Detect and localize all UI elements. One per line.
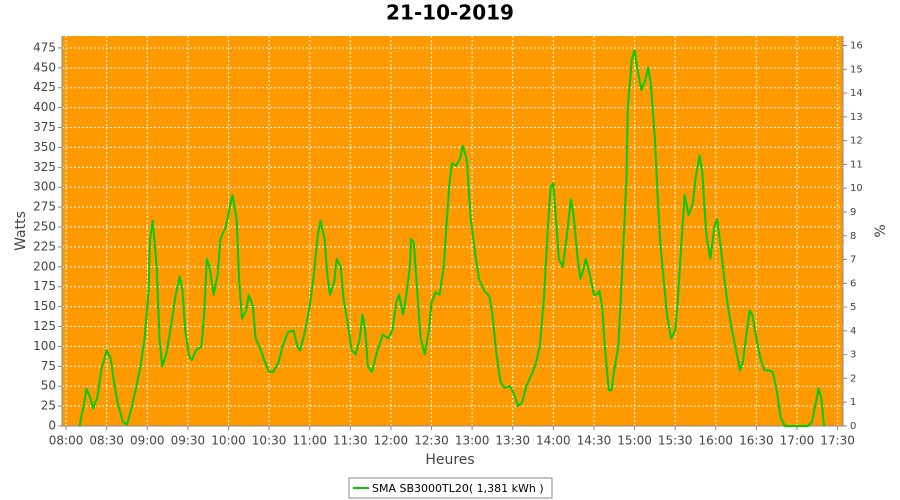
y2-tick-label: 11: [850, 159, 863, 170]
y2-axis-label: %: [873, 224, 889, 237]
legend-box: [348, 477, 553, 499]
y2-tick-label: 15: [850, 64, 863, 75]
x-tick-label: 17:30: [820, 434, 855, 448]
y-tick-label: 50: [41, 379, 56, 393]
x-tick-label: 16:30: [739, 434, 774, 448]
x-tick-label: 14:00: [536, 434, 571, 448]
y2-tick-label: 13: [850, 112, 863, 123]
x-tick-label: 09:30: [171, 434, 206, 448]
y-tick-label: 250: [33, 220, 56, 234]
y-tick-label: 400: [33, 100, 56, 114]
x-tick-label: 08:00: [49, 434, 84, 448]
y2-tick-label: 7: [850, 255, 856, 266]
series-line: [78, 49, 826, 427]
plot-area: [62, 36, 843, 426]
y2-tick-label: 9: [850, 207, 856, 218]
y2-tick-label: 14: [850, 88, 863, 99]
y-tick-label: 200: [33, 259, 56, 273]
y2-tick-label: 0: [850, 421, 856, 432]
y2-tick-label: 5: [850, 302, 856, 313]
y2-tick-label: 10: [850, 183, 863, 194]
y-tick-label: 100: [33, 339, 56, 353]
y2-tick-label: 8: [850, 231, 856, 242]
x-tick-label: 11:00: [292, 434, 327, 448]
y2-tick-label: 12: [850, 136, 863, 147]
y-tick-label: 325: [33, 160, 56, 174]
x-tick-label: 13:00: [455, 434, 490, 448]
y-tick-label: 375: [33, 120, 56, 134]
x-tick-label: 12:30: [414, 434, 449, 448]
y-tick-label: 225: [33, 239, 56, 253]
y2-tick-label: 16: [850, 41, 863, 52]
y-tick-label: 75: [41, 359, 56, 373]
x-tick-label: 17:00: [780, 434, 815, 448]
x-axis-label: Heures: [425, 452, 474, 468]
y2-tick-label: 2: [850, 373, 856, 384]
x-tick-label: 09:00: [130, 434, 165, 448]
y2-tick-label: 6: [850, 278, 856, 289]
legend-label: SMA SB3000TL20( 1,381 kWh ): [372, 482, 544, 495]
y-tick-label: 450: [33, 60, 56, 74]
x-tick-label: 10:30: [252, 434, 287, 448]
y-tick-label: 350: [33, 140, 56, 154]
x-tick-label: 12:00: [374, 434, 409, 448]
x-tick-label: 14:30: [577, 434, 612, 448]
y2-tick-label: 3: [850, 350, 856, 361]
x-tick-label: 13:30: [495, 434, 530, 448]
y-tick-label: 300: [33, 180, 56, 194]
x-tick-label: 08:30: [89, 434, 124, 448]
y-tick-label: 125: [33, 319, 56, 333]
y-tick-label: 425: [33, 80, 56, 94]
y-tick-label: 0: [48, 419, 56, 433]
y-axis-label: Watts: [13, 211, 29, 251]
y-tick-label: 25: [41, 399, 56, 413]
y-tick-label: 175: [33, 279, 56, 293]
x-tick-label: 10:00: [211, 434, 246, 448]
x-tick-label: 15:00: [617, 434, 652, 448]
x-tick-label: 11:30: [333, 434, 368, 448]
y-tick-label: 275: [33, 200, 56, 214]
chart-title: 21-10-2019: [386, 1, 514, 25]
y2-tick-label: 1: [850, 397, 856, 408]
y-tick-label: 150: [33, 299, 56, 313]
y-tick-label: 475: [33, 40, 56, 54]
y2-tick-label: 4: [850, 326, 856, 337]
x-tick-label: 16:00: [698, 434, 733, 448]
x-tick-label: 15:30: [658, 434, 693, 448]
